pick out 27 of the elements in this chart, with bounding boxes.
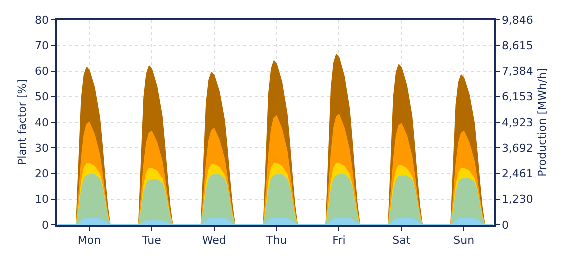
y-tick-label: 70 — [35, 39, 50, 52]
y-tick-label: 0 — [42, 218, 50, 232]
y2-tick-label: 6,153 — [502, 90, 534, 104]
x-tick-label: Fri — [332, 234, 346, 247]
x-tick-label: Tue — [142, 234, 162, 247]
y-tick-label: 60 — [35, 65, 50, 78]
y2-tick-label: 4,923 — [502, 116, 534, 130]
x-tick-label: Wed — [202, 234, 226, 247]
y2-tick-label: 9,846 — [502, 14, 534, 27]
x-tick-label: Sun — [454, 234, 475, 247]
y-tick-label: 40 — [35, 116, 50, 130]
x-tick-label: Mon — [78, 234, 102, 247]
y2-tick-label: 1,230 — [502, 193, 534, 206]
y2-axis-title: Production [MWh/h] — [536, 68, 550, 177]
y-tick-label: 50 — [35, 90, 50, 104]
y-tick-label: 30 — [35, 142, 50, 155]
y-axis-title: Plant factor [%] — [16, 80, 30, 166]
y2-tick-label: 2,461 — [502, 168, 534, 181]
y-tick-label: 80 — [35, 14, 50, 27]
y2-tick-label: 8,615 — [502, 39, 534, 52]
y2-tick-label: 0 — [502, 218, 509, 232]
x-tick-label: Thu — [265, 234, 288, 247]
y2-tick-label: 3,692 — [502, 142, 534, 155]
y-tick-label: 10 — [35, 193, 50, 206]
y2-tick-label: 7,384 — [502, 65, 534, 78]
x-tick-label: Sat — [392, 234, 412, 247]
y-tick-label: 20 — [35, 168, 50, 181]
